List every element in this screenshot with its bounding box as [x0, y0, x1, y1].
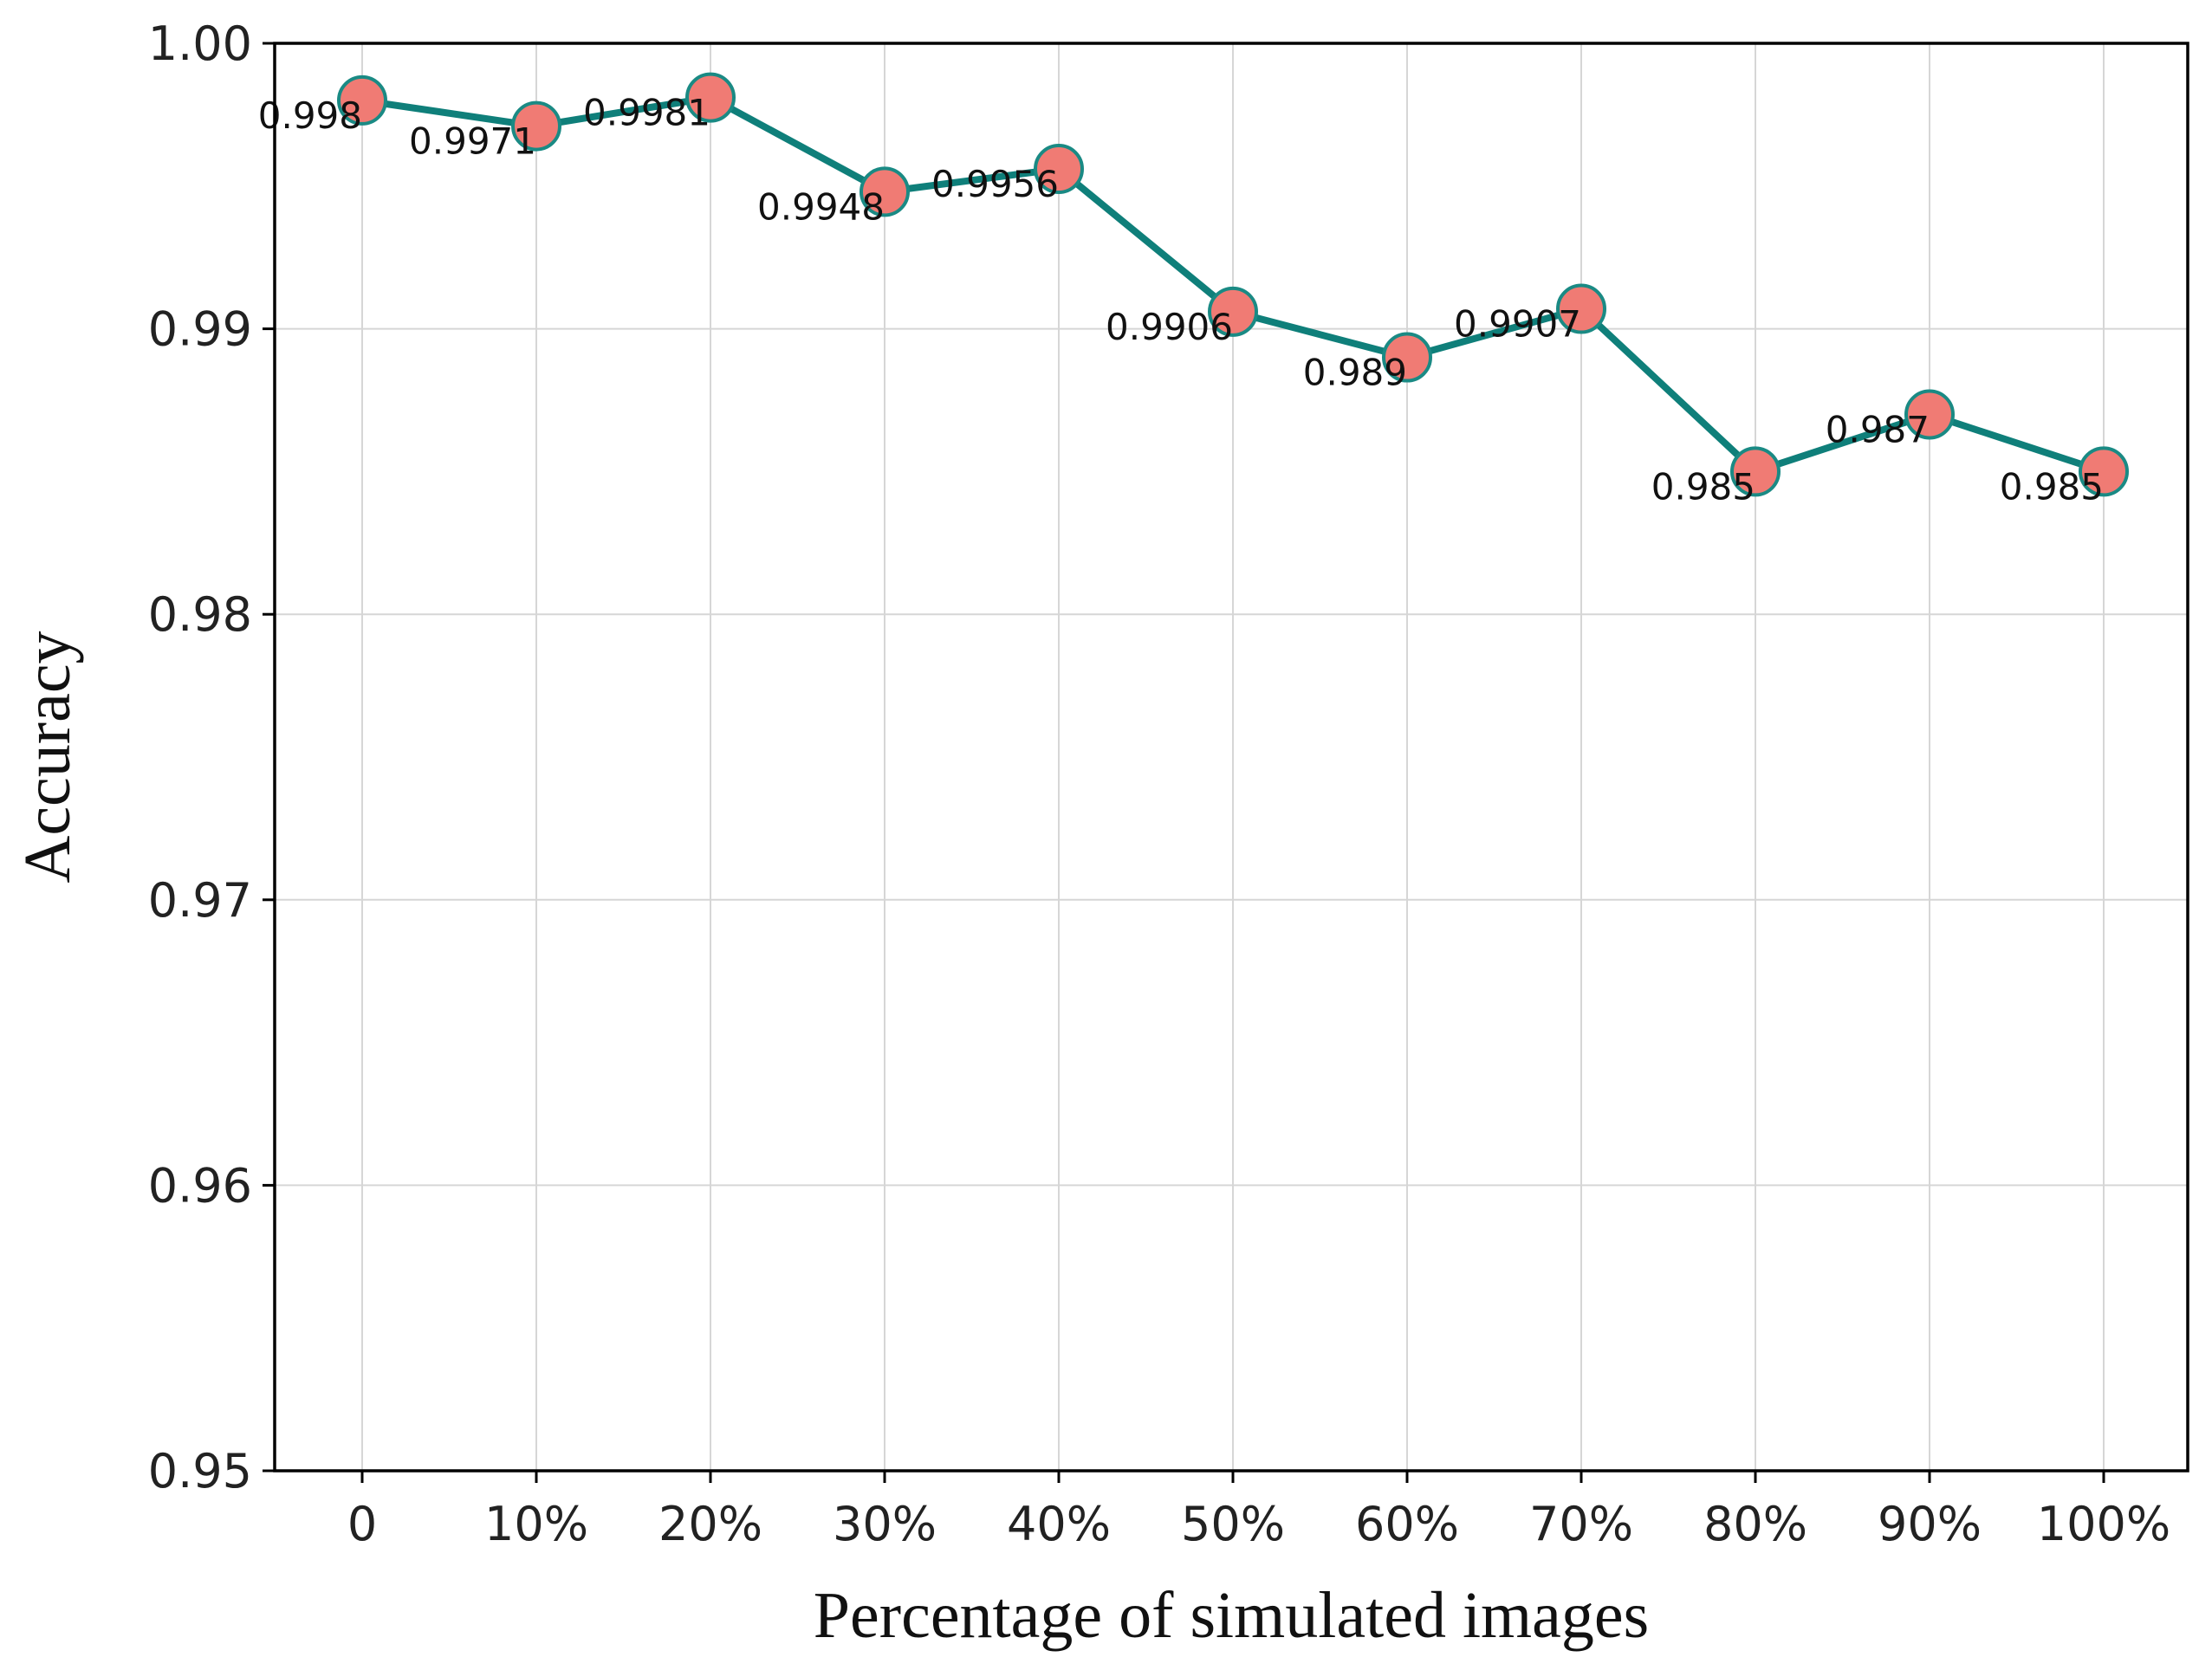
x-tick-label: 80%	[1703, 1497, 1807, 1551]
x-tick-label: 90%	[1878, 1497, 1982, 1551]
data-point-label: 0.985	[1651, 465, 1755, 508]
x-axis-title: Percentage of simulated images	[814, 1579, 1649, 1652]
x-tick-label: 60%	[1355, 1497, 1459, 1551]
x-tick-label: 40%	[1007, 1497, 1111, 1551]
data-point-label: 0.9907	[1454, 303, 1581, 346]
x-tick-label: 50%	[1181, 1497, 1285, 1551]
x-tick-label: 70%	[1529, 1497, 1633, 1551]
data-labels: 0.9980.99710.99810.99480.99560.99060.989…	[258, 92, 2104, 508]
data-point-marker	[1556, 283, 1606, 334]
x-tick-label: 30%	[833, 1497, 937, 1551]
x-tick-label: 20%	[658, 1497, 762, 1551]
y-tick-label: 0.95	[148, 1444, 252, 1498]
data-point-marker	[1382, 332, 1432, 383]
grid	[275, 42, 2188, 1472]
data-point-label: 0.9948	[757, 185, 885, 228]
axes: 0 10% 20% 30% 40% 50% 60% 70% 80% 90% 100% 0.95 0.96…	[148, 16, 2170, 1551]
data-point-marker	[685, 72, 736, 123]
data-point-label: 0.987	[1826, 408, 1930, 450]
data-point-marker	[1730, 446, 1781, 497]
plot-frame	[273, 42, 2189, 1473]
data-point-marker	[860, 166, 910, 217]
data-point-label: 0.9906	[1106, 306, 1233, 348]
y-tick-label: 0.97	[148, 873, 252, 928]
y-tick-label: 0.99	[148, 302, 252, 357]
x-tick-label: 100%	[2037, 1497, 2170, 1551]
data-point-label: 0.9981	[583, 92, 710, 134]
x-tick-label: 0	[347, 1497, 377, 1551]
y-axis-title: Accuracy	[11, 631, 84, 883]
data-point-label: 0.9971	[409, 120, 536, 163]
data-point-marker	[1904, 389, 1955, 440]
y-tick-label: 0.96	[148, 1158, 252, 1213]
y-tick-label: 1.00	[148, 16, 252, 71]
y-tick-label: 0.98	[148, 587, 252, 642]
data-point-marker	[337, 74, 387, 126]
markers	[337, 72, 2129, 497]
data-point-label: 0.985	[2000, 465, 2104, 508]
data-point-marker	[511, 100, 561, 152]
data-point-label: 0.9956	[931, 163, 1059, 205]
data-point-label: 0.989	[1303, 352, 1407, 394]
data-point-marker	[1208, 286, 1258, 337]
data-point-marker	[1034, 144, 1084, 195]
x-tick-label: 10%	[484, 1497, 588, 1551]
data-point-marker	[2079, 446, 2129, 497]
